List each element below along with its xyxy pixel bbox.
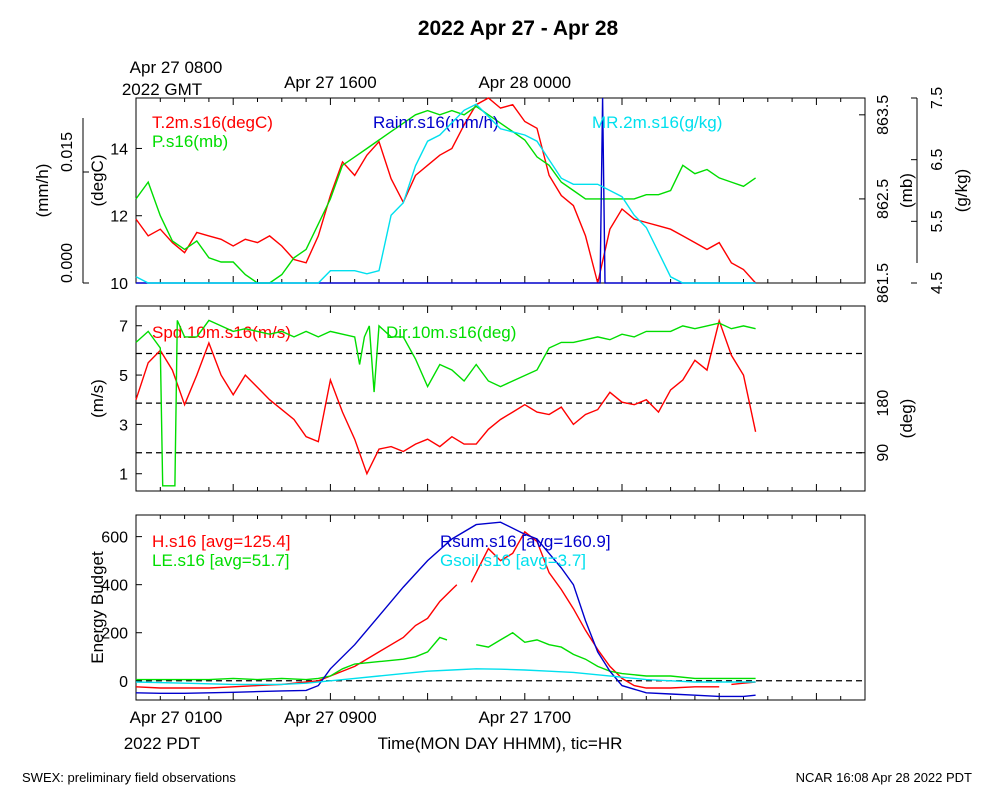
- top-right-tick-label: 7.5: [929, 87, 946, 109]
- top-legend-entry-1: P.s16(mb): [152, 132, 228, 151]
- top-right-axis-label: (g/kg): [952, 169, 971, 212]
- bottom-series-line-3: [135, 668, 756, 686]
- panels: 101214(degC)0.0000.015(mm/h)861.5862.586…: [33, 58, 971, 753]
- top-series-line-0: [135, 97, 757, 284]
- bottom-y-tick-label: 400: [101, 578, 128, 595]
- bottom-y-tick-label: 0: [119, 674, 128, 691]
- middle-series-line-0: [135, 318, 757, 476]
- top-y-axis-label: (mm/h): [33, 164, 52, 218]
- middle-y-tick-label: 5: [119, 368, 128, 385]
- middle-y-tick-label: 7: [119, 319, 128, 336]
- bottom-y-axis-label: Energy Budget: [88, 551, 107, 664]
- bottom-legend-entry-0: H.s16 [avg=125.4]: [152, 532, 290, 551]
- top-legend-entry-3: MR.2m.s16(g/kg): [592, 113, 722, 132]
- top-time-label: Apr 27 1600: [284, 73, 377, 92]
- top-right-tick-label: 5.5: [929, 210, 946, 232]
- top-right-tick-label: 861.5: [875, 263, 892, 303]
- footer-right: NCAR 16:08 Apr 28 2022 PDT: [796, 770, 972, 785]
- bottom-time-label-year: 2022 PDT: [124, 734, 201, 753]
- bottom-series-line-1: [136, 631, 756, 681]
- middle-series-line-1: [135, 319, 756, 487]
- top-y-tick-label: 14: [110, 141, 128, 158]
- top-right-tick-label: 863.5: [875, 95, 892, 135]
- bottom-time-label: Apr 27 0100: [130, 708, 223, 727]
- bottom-time-label: Apr 27 0900: [284, 708, 377, 727]
- middle-y-tick-label: 3: [119, 417, 128, 434]
- top-series-line-1: [135, 105, 756, 284]
- top-right-tick-label: 6.5: [929, 148, 946, 170]
- middle-right-tick-label: 180: [875, 390, 892, 417]
- bottom-y-tick-label: 200: [101, 626, 128, 643]
- top-right-axis-label: (mb): [897, 173, 916, 208]
- bottom-time-label: Apr 27 1700: [478, 708, 571, 727]
- top-series-line-3: [135, 103, 756, 284]
- bottom-legend-entry-1: LE.s16 [avg=51.7]: [152, 551, 290, 570]
- middle-right-tick-label: 90: [875, 444, 892, 462]
- top-series-line-2: [136, 97, 756, 284]
- bottom-legend-entry-2: Rsum.s16 [avg=160.9]: [440, 532, 611, 551]
- chart-title: 2022 Apr 27 - Apr 28: [418, 17, 619, 40]
- top-y-tick-label: 12: [110, 209, 128, 226]
- top-right-tick-label: 4.5: [929, 272, 946, 294]
- top-y-tick-label: 10: [110, 276, 128, 293]
- middle-y-axis-label: (m/s): [88, 379, 107, 418]
- middle-right-axis-label: (deg): [897, 399, 916, 439]
- top-y-axis-label: (degC): [88, 155, 107, 207]
- top-time-label: Apr 28 0000: [478, 73, 571, 92]
- x-axis-title: Time(MON DAY HHMM), tic=HR: [378, 734, 623, 753]
- bottom-series-line-2: [135, 521, 756, 698]
- middle-legend-entry-1: Dir.10m.s16(deg): [386, 323, 516, 342]
- top-y2-tick-label: 0.015: [59, 132, 76, 172]
- top-time-label-year: 2022 GMT: [122, 80, 202, 99]
- top-right-tick-label: 862.5: [875, 179, 892, 219]
- bottom-y-tick-label: 600: [101, 530, 128, 547]
- top-legend-entry-0: T.2m.s16(degC): [152, 113, 273, 132]
- top-time-label: Apr 27 0800: [130, 58, 223, 77]
- bottom-legend-entry-3: Gsoil.s16 [avg=3.7]: [440, 551, 586, 570]
- footer-left: SWEX: preliminary field observations: [22, 770, 236, 785]
- top-y2-tick-label: 0.000: [59, 243, 76, 283]
- middle-y-tick-label: 1: [119, 467, 128, 484]
- top-legend-entry-2: Rainr.s16(mm/h): [373, 113, 499, 132]
